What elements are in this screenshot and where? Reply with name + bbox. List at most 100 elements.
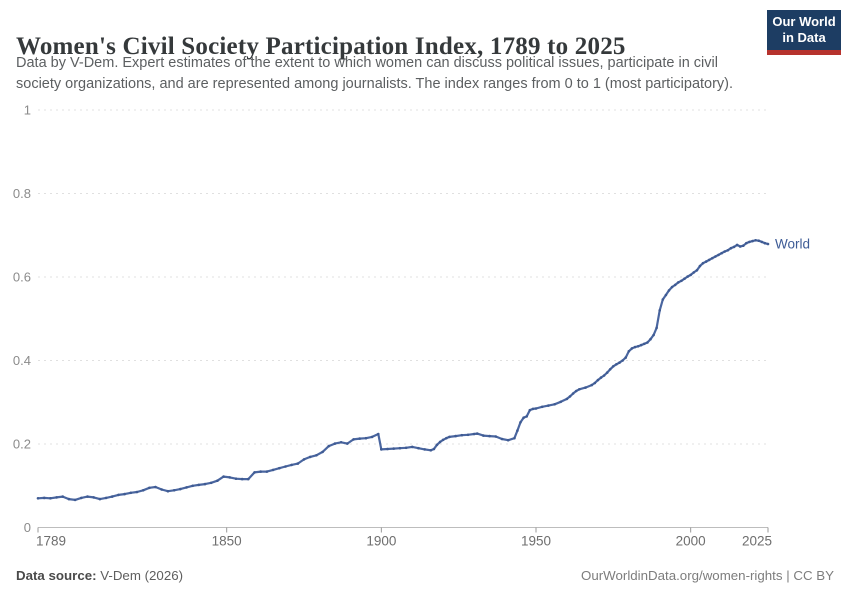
data-point-marker — [763, 241, 767, 245]
data-point-marker — [686, 275, 689, 278]
data-point-marker — [531, 407, 535, 411]
data-point-marker — [411, 445, 414, 449]
data-point-marker — [742, 244, 745, 247]
data-point-marker — [339, 441, 343, 444]
owid-logo[interactable]: Our World in Data — [767, 10, 841, 55]
data-point-marker — [624, 356, 627, 359]
data-point-marker — [754, 239, 757, 242]
data-point-marker — [670, 285, 674, 289]
data-point-marker — [729, 246, 733, 250]
data-point-marker — [404, 446, 408, 450]
data-point-marker — [432, 447, 436, 451]
data-point-marker — [441, 438, 445, 442]
world-series-line[interactable] — [36, 239, 770, 501]
data-point-marker — [701, 261, 705, 265]
data-point-marker — [757, 239, 760, 242]
data-point-marker — [454, 434, 457, 438]
data-point-marker — [568, 395, 572, 398]
data-point-marker — [86, 495, 89, 498]
data-point-marker — [179, 487, 182, 491]
data-point-marker — [590, 383, 593, 387]
x-tick-label: 1789 — [36, 534, 66, 549]
data-point-marker — [228, 476, 232, 479]
data-point-marker — [234, 477, 238, 481]
data-point-marker — [55, 496, 58, 499]
data-point-marker — [36, 497, 40, 500]
data-point-marker — [735, 243, 739, 247]
x-tick-label: 1850 — [212, 534, 242, 549]
data-point-marker — [98, 497, 102, 501]
data-point-marker — [760, 240, 764, 244]
data-point-marker — [506, 438, 510, 442]
owid-logo-line2: in Data — [782, 30, 826, 45]
data-point-marker — [296, 462, 300, 465]
data-point-marker — [346, 442, 349, 445]
data-point-marker — [466, 433, 470, 437]
y-tick-label: 0 — [24, 520, 31, 535]
data-point-marker — [73, 498, 77, 502]
x-tick-label: 1900 — [366, 534, 396, 549]
data-point-marker — [519, 421, 522, 424]
data-point-marker — [630, 347, 634, 350]
data-point-marker — [417, 446, 420, 450]
data-source-note: Data source: V-Dem (2026) — [16, 568, 183, 583]
data-point-marker — [643, 342, 646, 346]
data-point-marker — [540, 405, 544, 409]
data-point-marker — [748, 240, 751, 244]
data-point-marker — [240, 477, 244, 481]
data-point-marker — [707, 258, 711, 262]
data-point-marker — [104, 496, 108, 500]
y-tick-label: 0.6 — [13, 270, 31, 285]
y-tick-label: 0.2 — [13, 437, 31, 452]
data-point-marker — [302, 458, 306, 461]
data-point-marker — [677, 281, 680, 284]
data-point-marker — [475, 432, 479, 435]
data-point-marker — [271, 468, 275, 472]
data-point-marker — [584, 386, 587, 389]
data-point-marker — [203, 482, 207, 486]
data-point-marker — [290, 463, 293, 467]
data-point-marker — [123, 492, 126, 496]
data-point-marker — [370, 435, 374, 439]
data-point-marker — [321, 450, 324, 454]
data-point-marker — [574, 389, 578, 393]
data-point-marker — [726, 249, 730, 252]
data-point-marker — [593, 381, 597, 385]
data-point-marker — [259, 470, 263, 473]
data-point-marker — [386, 447, 389, 451]
data-point-marker — [627, 350, 631, 353]
owid-url-license-link[interactable]: OurWorldinData.org/women-rights | CC BY — [581, 568, 834, 583]
data-point-marker — [352, 438, 355, 441]
data-point-marker — [618, 361, 621, 364]
data-point-marker — [160, 488, 163, 491]
data-point-marker — [392, 447, 396, 450]
y-tick-label: 0.4 — [13, 353, 31, 368]
data-point-marker — [751, 239, 754, 243]
data-point-marker — [704, 260, 708, 263]
data-point-marker — [429, 449, 433, 452]
chart-subtitle: Data by V-Dem. Expert estimates of the e… — [16, 53, 761, 95]
data-point-marker — [680, 279, 683, 283]
data-point-marker — [565, 397, 569, 401]
y-tick-label: 1 — [24, 103, 31, 118]
data-point-marker — [209, 481, 213, 485]
data-point-marker — [80, 496, 83, 500]
data-point-marker — [732, 245, 736, 249]
data-point-marker — [692, 271, 696, 274]
data-point-marker — [67, 497, 71, 501]
data-point-marker — [621, 359, 624, 362]
series-entity-label[interactable]: World — [775, 237, 810, 252]
data-point-marker — [717, 253, 720, 257]
data-point-marker — [673, 283, 677, 287]
data-point-marker — [652, 333, 655, 337]
data-point-marker — [655, 326, 658, 330]
data-point-marker — [438, 440, 442, 444]
data-point-marker — [559, 400, 563, 404]
data-point-marker — [605, 371, 609, 374]
data-point-marker — [445, 436, 448, 440]
line-chart-plot[interactable]: 0 0.2 0.4 0.6 0.8 1 1789 1850 1900 1950 2000 2025 Wo… — [0, 95, 850, 565]
data-point-marker — [602, 374, 606, 377]
data-point-marker — [197, 483, 201, 487]
data-point-marker — [472, 432, 476, 436]
data-point-marker — [61, 495, 64, 498]
